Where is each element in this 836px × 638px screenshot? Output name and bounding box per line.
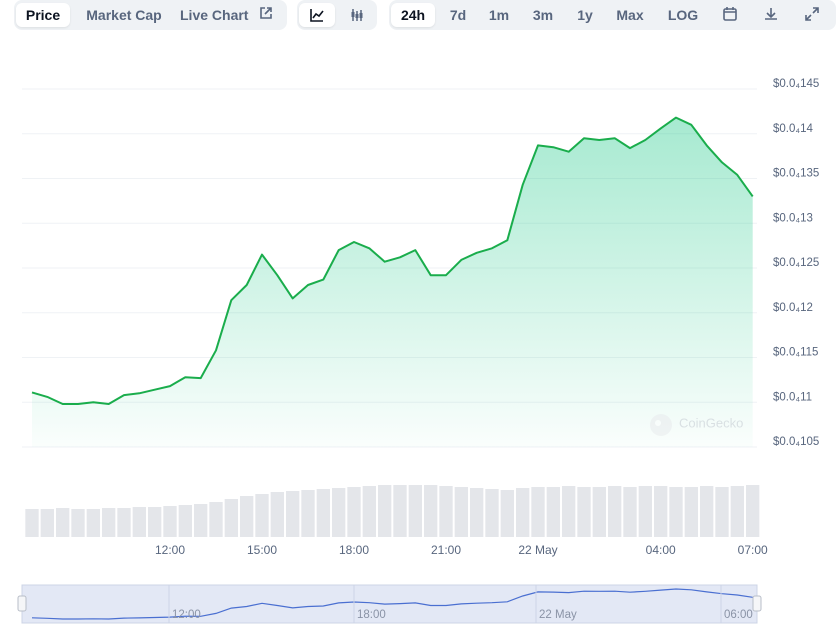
calendar-icon[interactable]: [722, 6, 738, 22]
navigator-label: 22 May: [539, 609, 577, 621]
y-tick-label: $0.0₄115: [773, 347, 818, 359]
volume-bar: [439, 486, 453, 537]
volume-bar: [347, 487, 361, 537]
chart: $0.0₄105 $0.0₄11 $0.0₄115 $0.0₄12 $0.0₄125 $0…: [17, 78, 819, 624]
x-tick-label: 04:00: [646, 543, 676, 557]
y-tick-label: $0.0₄11: [773, 391, 812, 403]
volume-bar: [270, 492, 284, 537]
line-type[interactable]: [299, 3, 335, 27]
range[interactable]: 7d: [449, 7, 467, 23]
volume-bar: [715, 487, 729, 537]
range[interactable]: 3m: [532, 7, 554, 23]
volume-bar: [577, 487, 591, 537]
volume-bar: [148, 507, 162, 537]
candle-type[interactable]: [339, 3, 375, 27]
tab[interactable]: Price: [16, 3, 70, 27]
navigator-line: [31, 588, 753, 620]
chart-type-group: [297, 0, 377, 30]
x-tick-label: 22 May: [518, 543, 557, 557]
volume-bar: [684, 487, 698, 537]
volume-bar: [209, 502, 223, 537]
volume-bar: [638, 486, 652, 537]
watermark-text: CoinGecko: [679, 415, 743, 430]
download-icon[interactable]: [763, 6, 779, 22]
volume-bar: [654, 486, 668, 537]
volume-bar: [700, 486, 714, 537]
x-tick-label: 07:00: [738, 543, 768, 557]
volume-bar: [40, 509, 54, 537]
volume-bar: [608, 486, 622, 537]
y-tick-label: $0.0₄12: [773, 302, 813, 314]
y-tick-label: $0.0₄145: [773, 78, 819, 90]
range[interactable]: 24h: [391, 3, 435, 27]
volume-bar: [546, 487, 560, 537]
navigator-handle[interactable]: [752, 595, 762, 612]
navigator-label: 12:00: [172, 609, 201, 621]
volume-bar: [194, 504, 208, 537]
log-toggle[interactable]: LOG: [667, 7, 699, 23]
external-icon: [260, 7, 272, 19]
watermark: CoinGecko: [650, 414, 743, 436]
volume-bar: [485, 489, 499, 537]
navigator-handle[interactable]: [17, 595, 27, 612]
price-line: [31, 116, 754, 405]
volume-bar: [286, 491, 300, 537]
volume-bar: [71, 509, 85, 537]
volume-bar: [178, 505, 192, 537]
volume-bar: [224, 499, 238, 537]
volume-bar: [500, 490, 514, 537]
range[interactable]: 1m: [488, 7, 510, 23]
y-tick-label: $0.0₄125: [773, 257, 819, 269]
range-group: 24h 7d 1m 3m 1y Max LOG: [389, 0, 836, 30]
volume-bar: [255, 494, 269, 537]
volume-bar: [362, 486, 376, 537]
volume-bar: [378, 485, 392, 537]
y-tick-label: $0.0₄135: [773, 168, 819, 180]
tab[interactable]: Market Cap: [86, 7, 162, 23]
volume-bar: [240, 496, 254, 537]
volume-bar: [408, 485, 422, 537]
range[interactable]: Max: [616, 7, 644, 23]
volume-bar: [102, 508, 116, 537]
fullscreen-icon[interactable]: [804, 6, 820, 22]
tab-group: Price Market Cap Live Chart: [14, 0, 287, 30]
volume-bar: [623, 487, 637, 537]
volume-bar: [669, 487, 683, 537]
volume-bar: [393, 485, 407, 537]
volume-bar: [562, 486, 576, 537]
volume-bar: [730, 486, 744, 537]
volume-bar: [516, 488, 530, 537]
volume-bar: [132, 507, 146, 537]
x-tick-label: 18:00: [339, 543, 369, 557]
x-tick-label: 12:00: [155, 543, 185, 557]
range[interactable]: 1y: [577, 7, 593, 23]
volume-bar: [746, 485, 760, 537]
volume-bar: [424, 485, 438, 537]
volume-bar: [86, 509, 100, 537]
navigator-label: 18:00: [357, 609, 386, 621]
volume-bar: [332, 488, 346, 537]
navigator-label: 06:00: [724, 609, 753, 621]
tab[interactable]: Live Chart: [180, 7, 249, 23]
volume-bar: [56, 508, 70, 537]
volume-bar: [454, 487, 468, 537]
y-tick-label: $0.0₄13: [773, 212, 813, 224]
volume-bar: [531, 487, 545, 537]
x-tick-label: 15:00: [247, 543, 277, 557]
volume-bar: [301, 490, 315, 537]
volume-bar: [163, 506, 177, 537]
volume-bar: [316, 489, 330, 537]
y-tick-label: $0.0₄14: [773, 123, 813, 135]
x-tick-label: 21:00: [431, 543, 461, 557]
price-area: [32, 117, 753, 447]
volume-bar: [25, 509, 39, 537]
y-tick-label: $0.0₄105: [773, 436, 819, 448]
volume-bar: [470, 488, 484, 537]
volume-bar: [592, 487, 606, 537]
volume-bar: [117, 508, 131, 537]
